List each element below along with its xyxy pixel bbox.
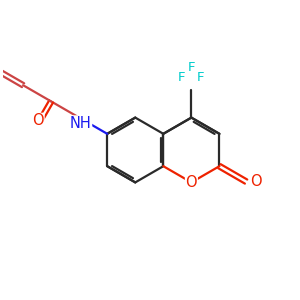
Text: O: O <box>186 175 197 190</box>
Text: F: F <box>178 71 186 84</box>
Text: F: F <box>197 71 205 84</box>
Text: O: O <box>32 113 44 128</box>
Text: F: F <box>188 61 195 74</box>
Text: O: O <box>250 174 262 189</box>
Text: NH: NH <box>70 116 92 131</box>
